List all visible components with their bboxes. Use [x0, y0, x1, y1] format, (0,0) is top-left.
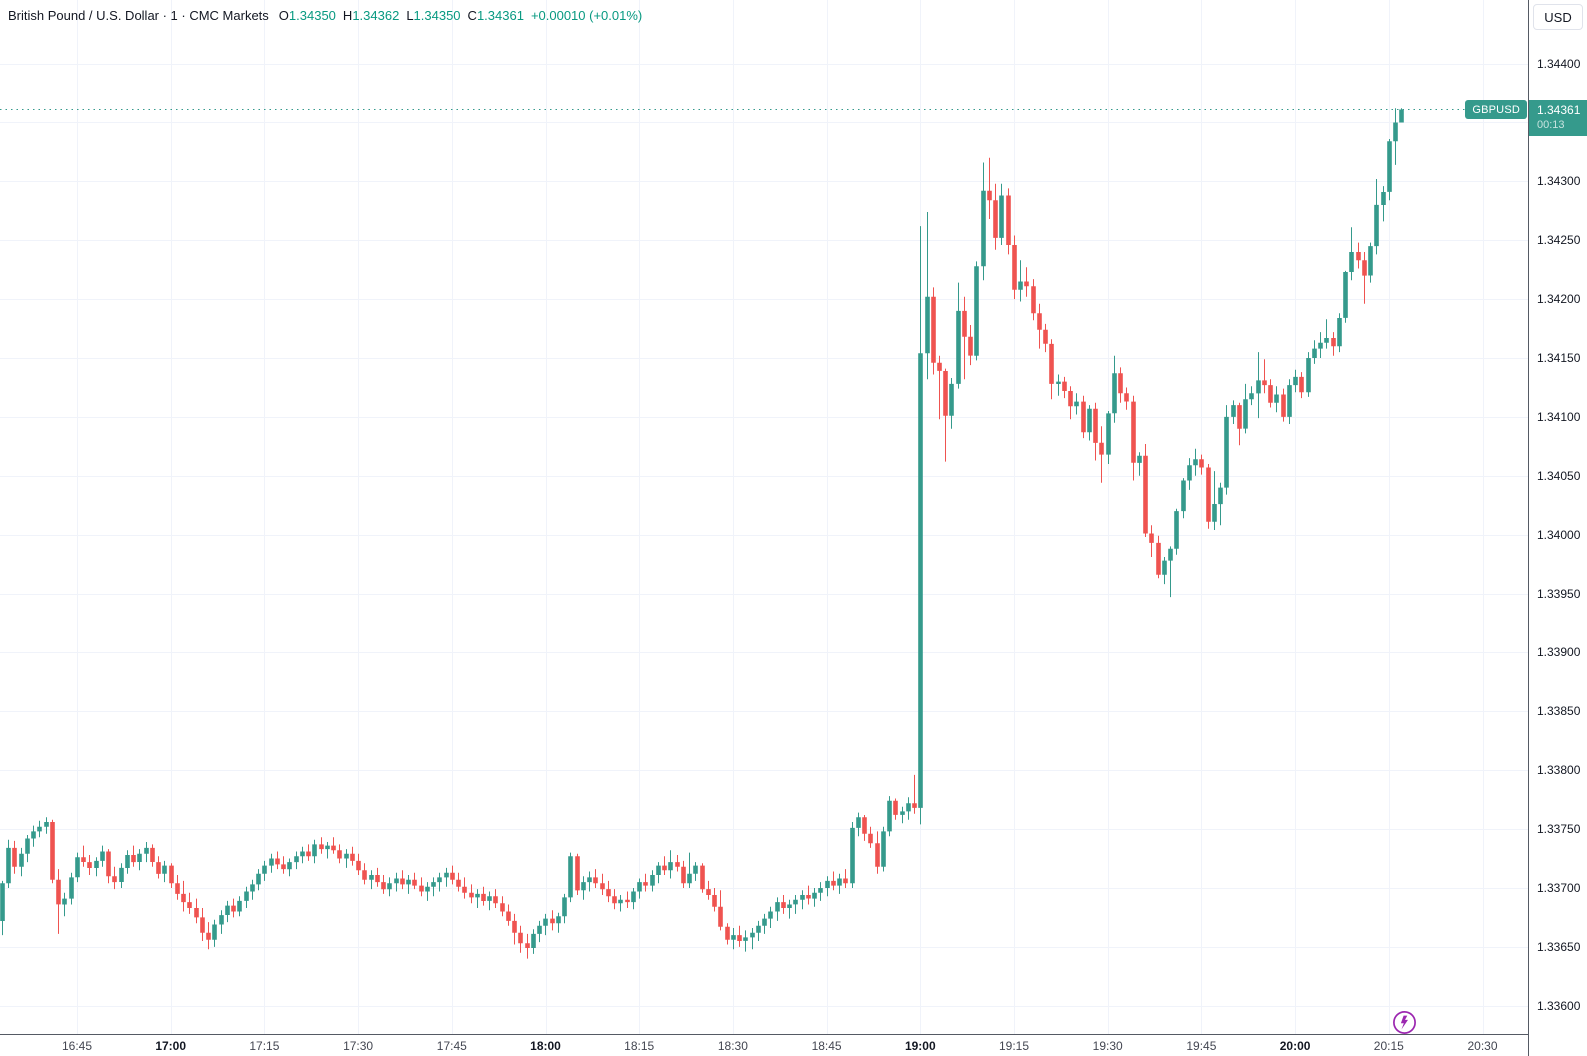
price-axis-label: 1.33700 [1537, 881, 1581, 895]
time-axis[interactable]: 16:45 17:00 17:15 17:30 17:45 18:00 18:15 18:30… [0, 1034, 1587, 1056]
gridlines [0, 0, 1528, 1034]
time-axis-label: 19:00 [904, 1039, 936, 1053]
candles-up-bodies [0, 109, 1404, 948]
time-axis-label: 20:30 [1467, 1039, 1498, 1053]
time-axis-label: 18:15 [624, 1039, 655, 1053]
currency-button[interactable]: USD [1533, 4, 1583, 30]
bar-countdown: 00:13 [1537, 118, 1565, 131]
price-axis[interactable]: USD 1.34361 00:13 1.34400 1.34300 1.34250 1… [1528, 0, 1587, 1056]
price-axis-label: 1.34050 [1537, 468, 1581, 483]
symbol-price-badge: GBPUSD [1465, 100, 1527, 120]
high-value: 1.34362 [352, 8, 400, 23]
price-axis-label: 1.33850 [1537, 704, 1581, 719]
price-axis-label: 1.34300 [1537, 174, 1581, 189]
symbol-title[interactable]: British Pound / U.S. Dollar · 1 · CMC Ma… [8, 8, 269, 23]
current-price-tag: 1.34361 00:13 [1529, 99, 1587, 136]
price-axis-label: 1.33800 [1537, 763, 1581, 778]
open-value: 1.34350 [288, 8, 336, 23]
time-axis-label: 19:30 [1092, 1039, 1123, 1053]
price-axis-label: 1.34000 [1537, 527, 1581, 542]
candles-up-wicks [2, 108, 1402, 954]
price-axis-label: 1.33950 [1537, 586, 1581, 601]
time-axis-label: 19:15 [998, 1039, 1030, 1053]
price-axis-label: 1.34150 [1537, 351, 1581, 365]
events-button[interactable] [1390, 1008, 1419, 1037]
price-axis-label: 1.34400 [1537, 56, 1581, 71]
time-axis-label: 17:00 [155, 1039, 187, 1053]
lightning-icon [1400, 1015, 1408, 1030]
time-axis-label: 17:15 [249, 1039, 280, 1053]
ohlc-values: O1.34350 H1.34362 L1.34350 C1.34361 +0.00010… [279, 8, 642, 23]
open-label: O [278, 8, 289, 23]
close-value: 1.34361 [476, 8, 524, 23]
price-axis-label: 1.33650 [1537, 939, 1581, 954]
time-axis-label: 18:00 [530, 1039, 561, 1053]
time-axis-label: 16:45 [61, 1039, 93, 1053]
time-axis-label: 20:15 [1373, 1039, 1404, 1053]
time-axis-label: 17:30 [343, 1039, 374, 1053]
low-value: 1.34350 [413, 8, 461, 23]
time-axis-label: 18:45 [811, 1039, 842, 1053]
close-label: C [467, 8, 477, 23]
low-label: L [406, 8, 414, 23]
chart-legend: British Pound / U.S. Dollar · 1 · CMC Ma… [8, 7, 642, 24]
change-value: +0.00010 (+0.01%) [530, 8, 643, 23]
time-axis-label: 20:00 [1279, 1039, 1311, 1053]
price-axis-label: 1.33750 [1537, 822, 1581, 837]
candles-down-wicks [14, 157, 1365, 959]
price-axis-label: 1.34200 [1537, 292, 1581, 307]
price-axis-label: 1.34100 [1537, 409, 1581, 424]
time-axis-label: 17:45 [436, 1039, 467, 1053]
price-axis-label: 1.34250 [1537, 233, 1581, 248]
time-axis-label: 18:30 [717, 1039, 748, 1053]
price-axis-label: 1.33600 [1537, 998, 1581, 1013]
current-price-value: 1.34361 [1537, 102, 1581, 117]
price-axis-label: 1.33900 [1537, 645, 1581, 660]
high-label: H [342, 8, 353, 23]
time-axis-label: 19:45 [1186, 1039, 1217, 1053]
